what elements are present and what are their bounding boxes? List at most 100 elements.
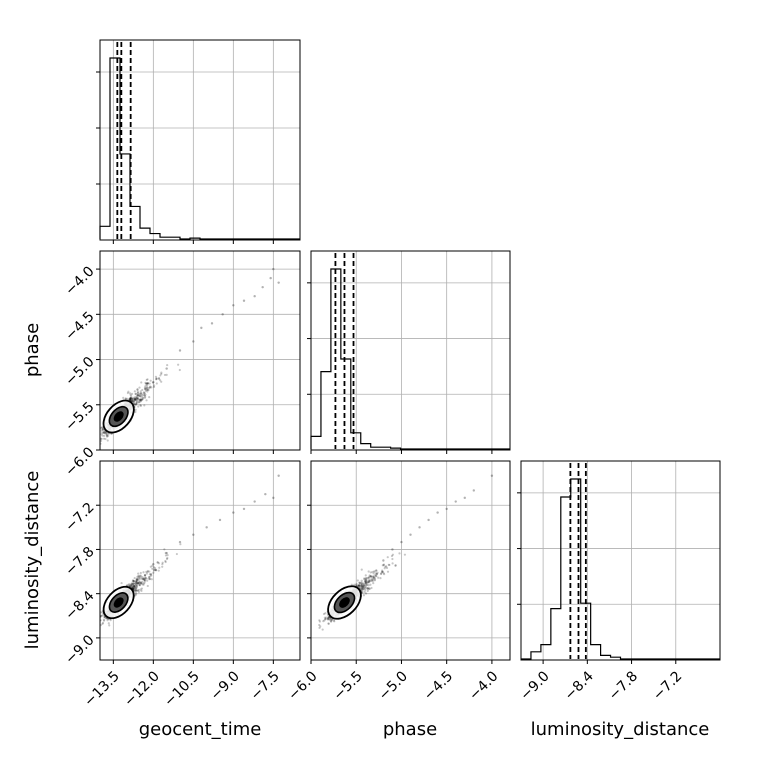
scatter-point bbox=[134, 591, 137, 594]
scatter-point bbox=[139, 398, 142, 402]
scatter-point bbox=[138, 386, 141, 389]
scatter-point bbox=[159, 374, 162, 377]
scatter-point bbox=[133, 584, 136, 587]
x-tick-label: −10.5 bbox=[161, 668, 203, 710]
scatter-point bbox=[192, 340, 195, 343]
scatter-point bbox=[210, 322, 214, 325]
scatter-point bbox=[132, 401, 136, 405]
scatter-point bbox=[418, 526, 421, 529]
scatter-point bbox=[132, 586, 136, 589]
scatter-point bbox=[134, 398, 137, 401]
scatter-point bbox=[153, 568, 156, 571]
scatter-point bbox=[328, 618, 332, 621]
scatter-point bbox=[323, 616, 327, 619]
grid-lines bbox=[310, 461, 510, 660]
scatter-point bbox=[129, 584, 132, 587]
scatter-point bbox=[136, 397, 139, 400]
scatter-point bbox=[142, 396, 145, 400]
scatter-point bbox=[129, 398, 132, 402]
scatter-point bbox=[166, 363, 169, 367]
scatter-point bbox=[139, 575, 142, 578]
scatter-point bbox=[369, 571, 372, 574]
scatter-point bbox=[135, 402, 138, 406]
scatter-point bbox=[105, 434, 109, 437]
scatter-point bbox=[152, 566, 156, 569]
scatter-point bbox=[145, 399, 148, 402]
y-tick-label: −7.8 bbox=[62, 544, 97, 579]
scatter-point bbox=[107, 622, 110, 625]
scatter-point bbox=[140, 582, 143, 585]
scatter-point bbox=[163, 548, 166, 551]
scatter-point bbox=[324, 617, 327, 621]
scatter-point bbox=[330, 619, 333, 622]
scatter-point bbox=[361, 586, 364, 589]
scatter-point bbox=[178, 349, 182, 352]
scatter-point bbox=[144, 396, 147, 399]
scatter-point bbox=[143, 387, 147, 390]
x-axis-label-phase: phase bbox=[383, 719, 437, 740]
scatter-point bbox=[361, 588, 364, 591]
scatter-point bbox=[139, 574, 142, 577]
scatter-point bbox=[132, 582, 135, 585]
scatter-point bbox=[101, 622, 104, 625]
scatter-point bbox=[157, 376, 161, 380]
scatter-point bbox=[132, 579, 135, 583]
scatter-point bbox=[149, 379, 152, 382]
scatter-point bbox=[101, 621, 105, 624]
scatter-point bbox=[101, 428, 104, 431]
scatter-point bbox=[146, 382, 149, 385]
y-tick-label: −6.0 bbox=[62, 444, 97, 479]
scatter-point bbox=[382, 572, 385, 575]
scatter-point bbox=[141, 388, 144, 392]
scatter-point bbox=[365, 578, 368, 581]
scatter-point bbox=[140, 392, 143, 395]
scatter-point bbox=[130, 392, 134, 395]
scatter-point bbox=[105, 433, 108, 436]
scatter-point bbox=[133, 576, 136, 580]
scatter-point bbox=[367, 588, 370, 591]
scatter-point bbox=[136, 578, 139, 581]
scatter-point bbox=[161, 565, 164, 568]
scatter-point bbox=[149, 573, 152, 576]
scatter-point bbox=[135, 589, 139, 592]
scatter-point bbox=[375, 575, 378, 578]
scatter-point bbox=[124, 397, 127, 400]
scatter-point bbox=[137, 401, 141, 404]
scatter-point bbox=[124, 397, 127, 400]
scatter-point bbox=[178, 368, 181, 372]
scatter-point bbox=[326, 617, 330, 620]
scatter-point bbox=[362, 584, 365, 587]
scatter-point bbox=[134, 403, 137, 406]
scatter-point bbox=[355, 582, 358, 586]
scatter-point bbox=[136, 396, 139, 400]
scatter-point bbox=[136, 394, 139, 397]
scatter-point bbox=[367, 580, 370, 583]
scatter-point bbox=[139, 394, 142, 398]
grid-lines bbox=[100, 40, 300, 240]
scatter-point bbox=[150, 574, 153, 577]
x-axis-label-geocent_time: geocent_time bbox=[139, 719, 262, 740]
scatter-point bbox=[374, 573, 377, 577]
scatter-point bbox=[131, 397, 134, 400]
scatter-point bbox=[144, 384, 147, 387]
scatter-point bbox=[158, 566, 161, 569]
scatter-point bbox=[143, 578, 146, 581]
scatter-point bbox=[135, 397, 138, 400]
scatter-point bbox=[394, 564, 397, 567]
scatter-point bbox=[141, 397, 144, 401]
scatter-point bbox=[100, 437, 103, 440]
scatter-point bbox=[365, 577, 368, 580]
scatter-point bbox=[134, 408, 137, 411]
scatter-point bbox=[154, 569, 158, 572]
contour-inner bbox=[339, 597, 350, 608]
scatter-point bbox=[143, 581, 146, 584]
scatter-point bbox=[379, 572, 383, 576]
scatter-point bbox=[103, 615, 106, 619]
scatter-point bbox=[137, 401, 140, 404]
scatter-point bbox=[365, 581, 368, 584]
scatter-point bbox=[128, 392, 132, 395]
scatter-point bbox=[102, 437, 106, 440]
scatter-point bbox=[369, 579, 372, 583]
scatter-point bbox=[325, 616, 328, 619]
scatter-point bbox=[130, 584, 133, 587]
